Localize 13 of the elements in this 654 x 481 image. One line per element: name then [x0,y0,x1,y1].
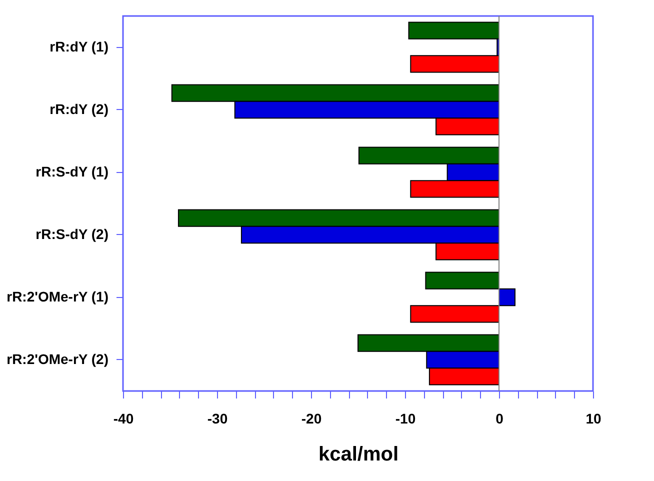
y-tick-label: rR:2'OMe-rY (2) [6,350,108,367]
x-tick-label: -10 [395,410,416,426]
x-tick-label: -30 [207,410,228,426]
y-tick-label: rR:2'OMe-rY (1) [6,288,108,304]
x-axis-title: kcal/mol [318,444,399,466]
y-tick-label: rR:dY (1) [50,38,108,54]
y-tick-label: rR:S-dY (1) [36,163,108,180]
x-tick-label: -20 [301,410,322,426]
x-tick-label: -40 [113,410,134,426]
x-tick-label: 0 [496,410,504,426]
y-tick-label: rR:dY (2) [50,100,108,117]
y-tick-label: rR:S-dY (2) [36,226,108,242]
x-tick-label: 10 [586,410,602,426]
